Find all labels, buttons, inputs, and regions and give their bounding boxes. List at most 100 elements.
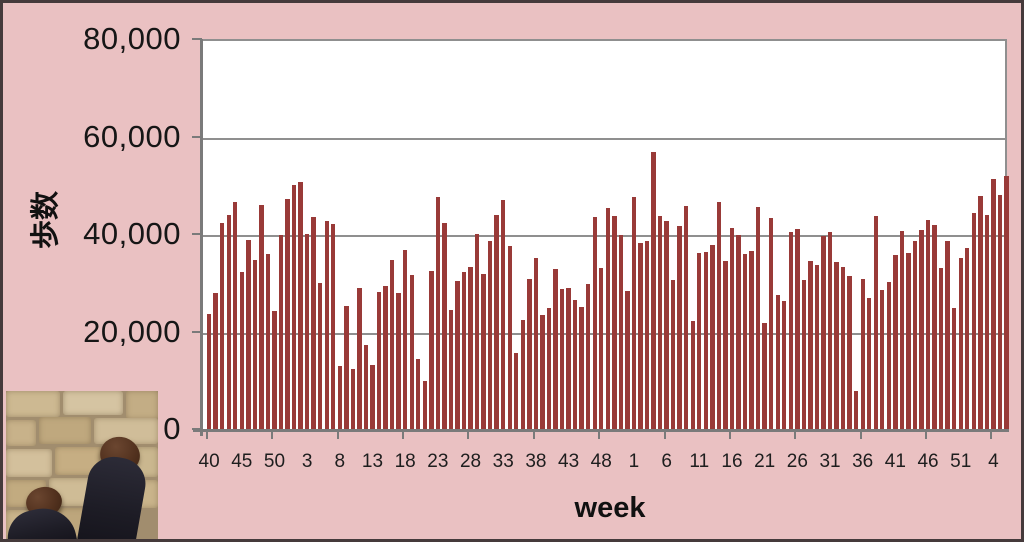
bar-week-21 — [762, 323, 767, 429]
bar-week-1 — [971, 212, 976, 429]
x-tick-label: 18 — [394, 451, 416, 472]
bar-week-22 — [429, 271, 434, 429]
bar-week-45 — [239, 271, 244, 429]
bar-week-40 — [206, 314, 212, 429]
x-tick-label: 28 — [459, 451, 482, 472]
bar-week-49 — [605, 208, 610, 429]
x-axis-tick — [271, 431, 274, 439]
bar-week-38 — [873, 215, 878, 429]
bar-week-7 — [331, 223, 336, 429]
bar-week-29 — [474, 234, 480, 429]
y-axis-line — [200, 39, 203, 436]
bar-week-44 — [572, 300, 578, 429]
bar-week-14 — [716, 202, 722, 429]
bar-week-9 — [344, 305, 349, 429]
bar-week-16 — [729, 228, 735, 429]
x-axis-tick — [794, 431, 797, 439]
y-tick-label: 80,000 — [83, 21, 181, 56]
bar-week-20 — [416, 358, 421, 429]
bar-week-10 — [350, 368, 356, 429]
bar-week-46 — [246, 239, 251, 429]
bar-week-52 — [285, 198, 290, 429]
bar-week-41 — [893, 254, 898, 429]
bar-week-47 — [932, 224, 937, 429]
x-axis-tick — [859, 431, 862, 439]
bar-week-2 — [978, 195, 983, 429]
bar-week-48 — [938, 267, 944, 429]
x-axis-title: week — [574, 492, 646, 524]
bar-week-4 — [651, 151, 656, 429]
bar-week-13 — [710, 244, 715, 429]
bar-week-12 — [363, 344, 369, 429]
y-axis-tick — [192, 330, 202, 333]
bar-week-6 — [664, 221, 669, 429]
bar-week-14 — [376, 291, 382, 429]
x-tick-label: 26 — [786, 451, 808, 472]
bar-week-11 — [697, 252, 702, 429]
bar-week-45 — [919, 230, 924, 429]
bar-week-31 — [827, 232, 833, 429]
bar-week-44 — [912, 241, 918, 429]
bar-week-28 — [468, 267, 473, 429]
bar-week-6 — [324, 221, 329, 429]
x-axis-tick — [728, 431, 731, 439]
stone — [6, 449, 52, 477]
bar-week-46 — [925, 220, 931, 429]
y-axis-tick — [192, 428, 202, 430]
bar-week-3 — [984, 214, 990, 429]
x-tick-label: 41 — [884, 451, 906, 472]
bar-week-52 — [625, 291, 630, 429]
bar-week-22 — [768, 217, 774, 429]
bar-week-27 — [801, 279, 807, 429]
bar-week-42 — [559, 288, 565, 429]
bar-week-49 — [265, 254, 271, 429]
x-tick-label: 38 — [525, 451, 547, 472]
bar-week-3 — [644, 241, 650, 429]
gridline — [203, 137, 1005, 140]
x-tick-label: 6 — [661, 451, 672, 472]
bar-week-51 — [278, 234, 284, 429]
bar-week-45 — [579, 306, 584, 429]
bar-week-42 — [899, 231, 905, 429]
bar-week-48 — [599, 268, 604, 429]
bar-week-11 — [357, 287, 362, 429]
x-axis-tick — [467, 431, 470, 439]
y-tick-label: 20,000 — [83, 313, 181, 349]
bar-week-7 — [670, 279, 676, 429]
bar-week-42 — [219, 223, 225, 429]
bar-week-19 — [409, 275, 414, 429]
x-tick-label: 13 — [361, 451, 384, 472]
bar-week-3 — [304, 233, 310, 429]
x-axis-tick — [598, 431, 601, 439]
bar-week-32 — [494, 215, 499, 429]
x-tick-label: 8 — [334, 451, 346, 472]
x-tick-label: 4 — [988, 451, 999, 472]
bar-week-1 — [631, 197, 637, 429]
bar-week-15 — [723, 261, 728, 429]
bar-week-36 — [860, 278, 865, 429]
bar-week-15 — [383, 285, 388, 429]
bar-week-35 — [853, 390, 859, 429]
gridline — [203, 332, 1005, 335]
x-axis-tick — [532, 431, 535, 439]
x-tick-label: 16 — [721, 451, 743, 472]
bar-week-52 — [965, 247, 970, 429]
bar-week-10 — [690, 320, 695, 429]
stone — [63, 391, 123, 415]
x-tick-label: 50 — [263, 451, 286, 472]
bar-week-43 — [906, 252, 911, 429]
feet-photo — [6, 391, 158, 539]
bar-week-50 — [952, 307, 957, 429]
bar-week-38 — [533, 257, 539, 429]
stone — [126, 391, 158, 419]
x-tick-label: 33 — [492, 451, 514, 472]
y-axis-tick — [192, 38, 202, 40]
stone — [6, 391, 60, 417]
y-axis-tick — [192, 135, 202, 138]
bar-week-1 — [291, 185, 297, 429]
bar-week-46 — [585, 284, 591, 429]
x-tick-label: 21 — [754, 451, 776, 472]
bar-week-23 — [775, 295, 780, 429]
bar-week-30 — [821, 235, 826, 429]
